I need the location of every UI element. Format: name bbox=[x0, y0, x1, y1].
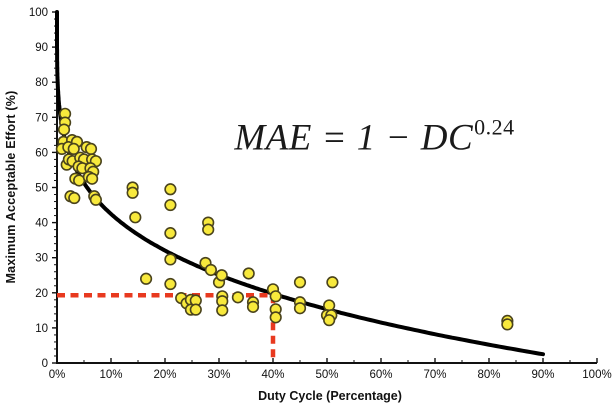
data-point bbox=[269, 290, 282, 303]
equation-exponent: 0.24 bbox=[474, 114, 515, 140]
data-point bbox=[164, 183, 177, 196]
data-point bbox=[293, 276, 307, 289]
x-tick-label: 80% bbox=[477, 369, 500, 381]
y-axis-title: Maximum Acceptable Effort (%) bbox=[4, 90, 18, 284]
data-point bbox=[216, 304, 229, 317]
x-tick-label: 50% bbox=[315, 369, 338, 381]
x-tick-label: 10% bbox=[99, 369, 122, 381]
x-tick-label: 20% bbox=[153, 369, 176, 381]
data-point bbox=[231, 291, 244, 304]
x-tick-label: 100% bbox=[582, 369, 611, 381]
x-tick-label: 70% bbox=[423, 369, 446, 381]
data-point bbox=[126, 186, 139, 199]
data-point bbox=[89, 193, 102, 206]
x-tick-label: 90% bbox=[531, 369, 554, 381]
y-tick-label: 30 bbox=[35, 253, 48, 265]
data-point bbox=[140, 272, 153, 285]
y-tick-label: 90 bbox=[35, 42, 48, 54]
x-tick-label: 40% bbox=[261, 369, 284, 381]
data-point bbox=[269, 311, 282, 324]
data-point bbox=[323, 314, 336, 327]
data-point bbox=[57, 123, 71, 136]
data-point bbox=[67, 142, 80, 155]
data-point bbox=[293, 302, 307, 315]
y-tick-label: 70 bbox=[35, 112, 48, 124]
data-point bbox=[164, 253, 177, 266]
data-point bbox=[323, 299, 336, 312]
x-tick-label: 30% bbox=[207, 369, 230, 381]
equation-main: MAE = 1 − DC bbox=[234, 117, 474, 159]
y-tick-label: 50 bbox=[35, 183, 48, 195]
data-point bbox=[242, 267, 255, 280]
data-point bbox=[189, 303, 202, 316]
data-point bbox=[204, 263, 217, 277]
x-axis-title: Duty Cycle (Percentage) bbox=[258, 389, 402, 403]
data-point bbox=[164, 277, 177, 291]
model-curve bbox=[55, 10, 545, 357]
y-tick-label: 60 bbox=[35, 147, 48, 159]
y-tick-label: 80 bbox=[35, 77, 48, 89]
data-point bbox=[85, 172, 99, 185]
y-tick-label: 10 bbox=[35, 323, 48, 335]
data-point bbox=[164, 227, 177, 240]
y-tick-label: 20 bbox=[35, 288, 48, 300]
data-point bbox=[246, 300, 260, 313]
data-point bbox=[215, 269, 228, 282]
y-tick-label: 0 bbox=[42, 358, 48, 370]
data-point bbox=[68, 191, 81, 205]
data-point bbox=[326, 276, 339, 289]
regression-equation: MAE = 1 − DC0.24 bbox=[234, 114, 515, 159]
y-tick-label: 40 bbox=[35, 218, 48, 230]
x-tick-label: 60% bbox=[369, 369, 392, 381]
data-point bbox=[129, 211, 142, 224]
data-point bbox=[202, 223, 215, 236]
x-tick-label: 0% bbox=[49, 369, 66, 381]
data-point bbox=[501, 318, 514, 331]
y-tick-label: 100 bbox=[29, 7, 48, 19]
data-point bbox=[84, 142, 98, 155]
data-point bbox=[164, 198, 177, 212]
